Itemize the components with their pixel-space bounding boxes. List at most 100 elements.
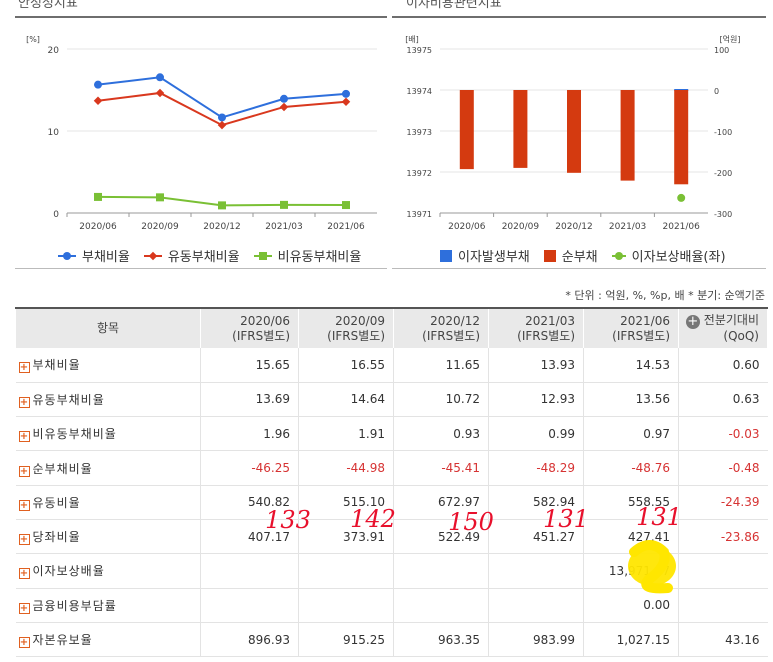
left-panel-title: 안정성지표 [18, 0, 78, 11]
period-label: 2020/09 [335, 313, 385, 328]
row-label: 비유동부채비율 [32, 427, 117, 442]
row-label-cell[interactable]: + 금융비용부담률 [15, 588, 201, 623]
table-row: + 당좌비율 407.17 373.91 522.49 451.27 427.41 -23.8… [15, 519, 768, 555]
qoq-change-cell: -0.03 [678, 416, 768, 452]
y-tick-label-right: -300 [714, 210, 732, 219]
y-axis-label-right: [억원] [720, 34, 741, 44]
value-cell: 14.64 [298, 382, 394, 418]
row-label-cell[interactable]: + 이자보상배율 [15, 553, 201, 589]
data-point [93, 96, 103, 105]
value-cell: 896.93 [200, 622, 299, 658]
line-chart-svg: [%] 20 10 0 2020/06 2020/09 2020/12 2021/03 2021… [26, 35, 377, 232]
legend-item-current-liability-ratio[interactable]: 유동부채비율 [143, 246, 240, 265]
data-point [94, 192, 102, 201]
bar [459, 90, 474, 170]
expand-row-icon[interactable]: + [18, 534, 30, 546]
legend-item-debt-ratio[interactable]: 부채비율 [58, 246, 130, 265]
expand-row-icon[interactable]: + [18, 499, 30, 511]
qoq-change-cell: 0.60 [678, 348, 768, 383]
row-label-cell[interactable]: + 부채비율 [15, 348, 201, 383]
row-label-cell[interactable]: + 당좌비율 [15, 519, 201, 555]
period-label: 2021/06 [620, 313, 670, 328]
column-header-qoq[interactable]: + 전분기대비 (QoQ) [678, 307, 768, 348]
column-header-period[interactable]: 2020/09 (IFRS별도) [298, 307, 394, 348]
row-label-cell[interactable]: + 순부채비율 [15, 450, 201, 486]
table-row: + 비유동부채비율 1.96 1.91 0.93 0.99 0.97 -0.03 [15, 416, 768, 452]
right-legend-divider [392, 268, 766, 269]
legend-item-net-debt[interactable]: 순부채 [543, 246, 598, 265]
column-header-period[interactable]: 2021/03 (IFRS별도) [488, 307, 584, 348]
legend-label: 이자발생부채 [458, 250, 530, 265]
row-label-cell[interactable]: + 유동비율 [15, 485, 201, 520]
data-point [155, 88, 165, 98]
legend-item-interest-coverage[interactable]: 이자보상배율(좌) [611, 246, 726, 265]
y-axis-label: [%] [26, 35, 40, 44]
x-tick-label: 2020/12 [203, 222, 240, 232]
value-cell: 915.25 [298, 622, 394, 658]
legend-label: 부채비율 [82, 250, 130, 265]
qoq-label: 전분기대비 [703, 313, 759, 327]
value-cell [200, 588, 299, 623]
value-cell: 12.93 [488, 382, 584, 418]
expand-row-icon[interactable]: + [18, 568, 30, 580]
value-cell [393, 553, 489, 589]
legend-label: 유동부채비율 [167, 250, 240, 265]
qoq-change-cell: -23.86 [678, 519, 768, 555]
bar [513, 90, 528, 168]
data-point [280, 200, 288, 209]
data-point [342, 89, 350, 98]
square-icon [253, 251, 272, 260]
row-label-cell[interactable]: + 유동부채비율 [15, 382, 201, 418]
value-cell: 0.00 [583, 588, 679, 623]
expand-row-icon[interactable]: + [18, 465, 30, 477]
x-tick-label: 2020/09 [141, 222, 179, 232]
row-label: 당좌비율 [32, 530, 81, 545]
data-point [218, 201, 226, 210]
y-tick-label-left: 13973 [407, 128, 432, 137]
qoq-change-cell: 43.16 [678, 622, 768, 658]
qoq-sub-label: (QoQ) [723, 329, 759, 343]
left-legend-divider [15, 268, 387, 269]
period-label: 2020/06 [240, 313, 290, 328]
expand-columns-icon[interactable]: + [685, 314, 700, 329]
value-cell [200, 553, 299, 589]
x-tick-label: 2021/06 [663, 222, 701, 232]
x-tick-label: 2020/09 [502, 222, 540, 232]
data-point [279, 102, 289, 112]
financial-ratio-table: 항목 2020/06 (IFRS별도) 2020/09 (IFRS별도) 2020/… [15, 307, 768, 658]
expand-row-icon[interactable]: + [18, 431, 30, 443]
row-label-cell[interactable]: + 자본유보율 [15, 622, 201, 658]
value-cell: 963.35 [393, 622, 489, 658]
expand-row-icon[interactable]: + [18, 396, 30, 408]
data-point [217, 120, 227, 130]
table-row: + 순부채비율 -46.25 -44.98 -45.41 -48.29 -48.76 -0.4… [15, 450, 768, 486]
value-cell: 13.69 [200, 382, 299, 418]
expand-row-icon[interactable]: + [18, 602, 30, 614]
table-row: + 이자보상배율 13,971.27 [15, 553, 768, 589]
value-cell: 0.99 [488, 416, 584, 452]
value-cell: 407.17 [200, 519, 299, 555]
value-cell: 373.91 [298, 519, 394, 555]
y-tick-label-right: -100 [714, 128, 732, 137]
value-cell: 540.82 [200, 485, 299, 520]
value-cell: 0.97 [583, 416, 679, 452]
value-cell: -45.41 [393, 450, 489, 486]
right-panel-rule [392, 16, 766, 18]
value-cell: 0.93 [393, 416, 489, 452]
value-cell [488, 588, 584, 623]
legend-item-noncurrent-liability-ratio[interactable]: 비유동부채비율 [253, 246, 361, 265]
row-label-cell[interactable]: + 비유동부채비율 [15, 416, 201, 452]
expand-row-icon[interactable]: + [18, 362, 30, 374]
value-cell: 558.55 [583, 485, 679, 520]
column-header-period[interactable]: 2020/06 (IFRS별도) [200, 307, 299, 348]
row-label: 순부채비율 [32, 461, 93, 476]
x-tick-label: 2020/06 [79, 222, 117, 232]
basis-label: (IFRS별도) [612, 328, 670, 343]
row-label: 유동비율 [32, 495, 81, 510]
expand-row-icon[interactable]: + [18, 637, 30, 649]
legend-item-interest-bearing-debt[interactable]: 이자발생부채 [440, 246, 530, 265]
x-tick-label: 2021/03 [265, 222, 302, 232]
y-tick-label-left: 13974 [407, 87, 432, 96]
column-header-period[interactable]: 2020/12 (IFRS별도) [393, 307, 489, 348]
column-header-period[interactable]: 2021/06 (IFRS별도) [583, 307, 679, 348]
